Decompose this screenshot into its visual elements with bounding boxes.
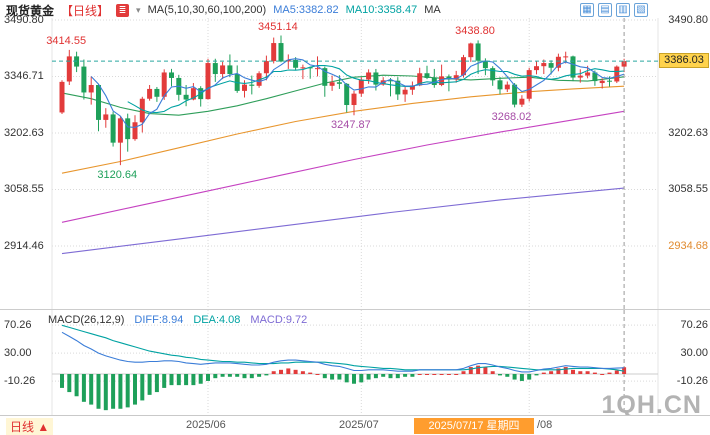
x-axis-bar: 日线 ▲ 2025/06 2025/07 2025/07/17 星期四 /08 [0,415,710,435]
price-chart-canvas[interactable] [0,18,710,310]
ma-params-label: MA(5,10,30,60,100,200) [147,4,267,16]
x-axis-label: /08 [537,419,553,431]
x-axis-label: 2025/06 [186,419,226,431]
last-price-tag: 3386.03 [659,53,709,68]
y-axis-label: 3346.71 [4,70,44,82]
ma5-value-label: MA5:3382.82 [273,4,339,16]
arrow-up-icon: ▲ [37,420,50,434]
y-axis-label: 3058.55 [668,183,708,195]
y-axis-label: 3202.63 [668,127,708,139]
macd-header: MACD(26,12,9) DIFF:8.94 DEA:4.08 MACD:9.… [48,314,307,326]
y-axis-label: 3490.80 [4,14,44,26]
macd-axis-label: 30.00 [680,347,708,359]
macd-axis-label: 30.00 [4,347,32,359]
macd-chart-canvas[interactable] [0,310,710,415]
ma10-value-label: MA10:3358.47 [345,4,418,16]
symbol-title: 现货黄金 [6,3,55,18]
dea-value-label: DEA:4.08 [193,314,241,326]
macd-params-label: MACD(26,12,9) [48,314,125,326]
ma-axis-value-label: 2934.68 [668,240,708,252]
diff-value-label: DIFF:8.94 [134,314,184,326]
chart-header: 现货黄金 【日线】 ≣ ▾ MA(5,10,30,60,100,200) MA5… [0,0,710,18]
macd-axis-label: 70.26 [4,319,32,331]
rows-layout-icon[interactable]: ▤ [598,3,612,17]
ma-more-label: MA [424,4,441,16]
y-axis-label: 3202.63 [4,127,44,139]
x-axis-label: 2025/07 [339,419,379,431]
macd-axis-label: -10.26 [676,375,708,387]
crosshair-date-badge: 2025/07/17 星期四 [414,418,534,434]
chevron-down-icon[interactable]: ▾ [136,4,141,15]
period-label: 【日线】 [61,3,110,18]
y-axis-label: 3058.55 [4,183,44,195]
macd-axis-label: -10.26 [4,375,36,387]
timeframe-label: 日线 [10,420,35,434]
grid-layout-icon[interactable]: ▦ [580,3,594,17]
watermark: 1QH.CN [601,391,702,419]
chart-type-icon[interactable]: ≣ [116,3,130,17]
y-axis-label: 2914.46 [4,240,44,252]
timeframe-selector[interactable]: 日线 ▲ [6,418,54,435]
fullscreen-icon[interactable]: ▧ [634,3,648,17]
columns-layout-icon[interactable]: ▥ [616,3,630,17]
chart-toolbar: ▦ ▤ ▥ ▧ [580,3,648,17]
macd-value-label: MACD:9.72 [250,314,308,326]
macd-axis-label: 70.26 [680,319,708,331]
y-axis-label: 3490.80 [668,14,708,26]
